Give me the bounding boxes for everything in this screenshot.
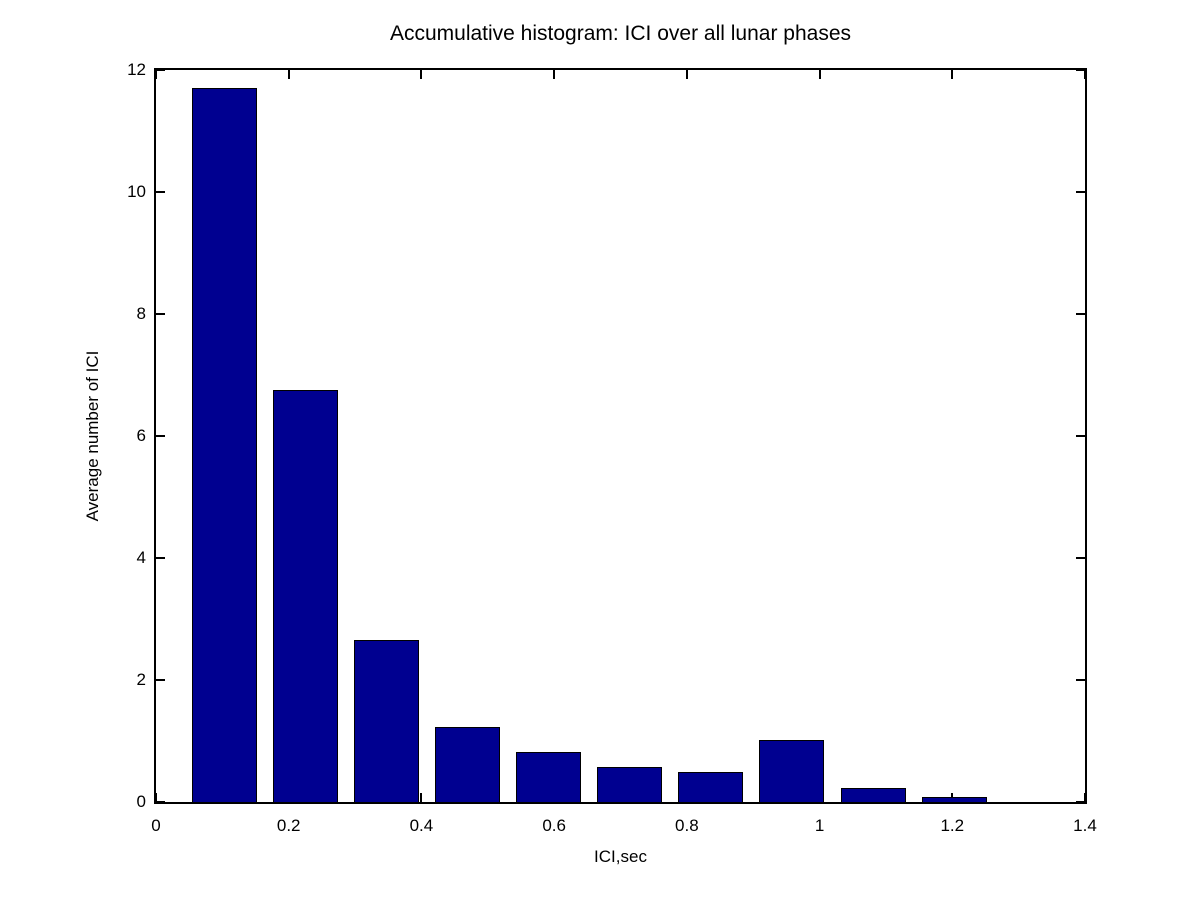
x-tick-mark xyxy=(1084,70,1085,79)
x-tick-label: 1 xyxy=(814,816,825,835)
x-tick-mark xyxy=(287,70,290,79)
y-axis-label: Average number of ICI xyxy=(83,350,102,522)
y-tick-mark xyxy=(1076,801,1085,802)
histogram-bar xyxy=(597,767,663,802)
plot-area xyxy=(154,68,1087,804)
histogram-bar xyxy=(272,390,338,802)
y-tick-mark xyxy=(156,801,165,802)
x-tick-mark xyxy=(951,70,954,79)
histogram-bar xyxy=(759,740,825,802)
y-tick-label: 0 xyxy=(136,792,146,811)
y-tick-label: 8 xyxy=(136,304,146,323)
chart-title: Accumulative histogram: ICI over all lun… xyxy=(389,22,852,45)
histogram-bar xyxy=(840,787,906,802)
x-tick-mark xyxy=(156,793,157,802)
y-tick-mark xyxy=(1076,313,1085,315)
y-tick-mark xyxy=(156,557,165,559)
y-tick-mark xyxy=(156,70,165,71)
y-tick-mark xyxy=(156,679,165,681)
y-tick-label: 12 xyxy=(127,60,146,79)
x-tick-label: 0 xyxy=(151,816,161,835)
x-tick-mark xyxy=(1084,793,1085,802)
y-tick-mark xyxy=(1076,70,1085,71)
y-tick-mark xyxy=(156,435,165,437)
histogram-bar xyxy=(434,726,500,802)
plot-inner xyxy=(156,70,1085,802)
histogram-bar xyxy=(353,640,419,802)
x-tick-mark xyxy=(156,70,157,79)
y-tick-label: 2 xyxy=(136,670,146,689)
histogram-bar xyxy=(921,797,987,802)
x-tick-label: 0.2 xyxy=(276,816,301,835)
histogram-bar xyxy=(678,772,744,802)
x-tick-mark xyxy=(553,70,556,79)
y-tick-mark xyxy=(1076,557,1085,559)
y-tick-mark xyxy=(1076,679,1085,681)
histogram-bar xyxy=(191,88,257,802)
y-tick-label: 6 xyxy=(136,426,146,445)
x-tick-mark xyxy=(818,70,821,79)
x-tick-label: 1.4 xyxy=(1073,816,1097,835)
x-tick-label: 0.4 xyxy=(409,816,434,835)
y-tick-mark xyxy=(1076,435,1085,437)
y-tick-label: 10 xyxy=(127,182,146,201)
x-tick-mark xyxy=(420,793,423,802)
x-tick-label: 0.6 xyxy=(542,816,566,835)
x-tick-label: 1.2 xyxy=(940,816,965,835)
x-tick-mark xyxy=(420,70,423,79)
y-tick-mark xyxy=(156,313,165,315)
x-tick-label: 0.8 xyxy=(675,816,699,835)
y-tick-mark xyxy=(156,191,165,193)
x-tick-mark xyxy=(685,70,688,79)
y-tick-mark xyxy=(1076,191,1085,193)
histogram-bar xyxy=(516,751,582,802)
y-tick-label: 4 xyxy=(136,548,146,567)
x-axis-label: ICI,sec xyxy=(594,847,647,866)
